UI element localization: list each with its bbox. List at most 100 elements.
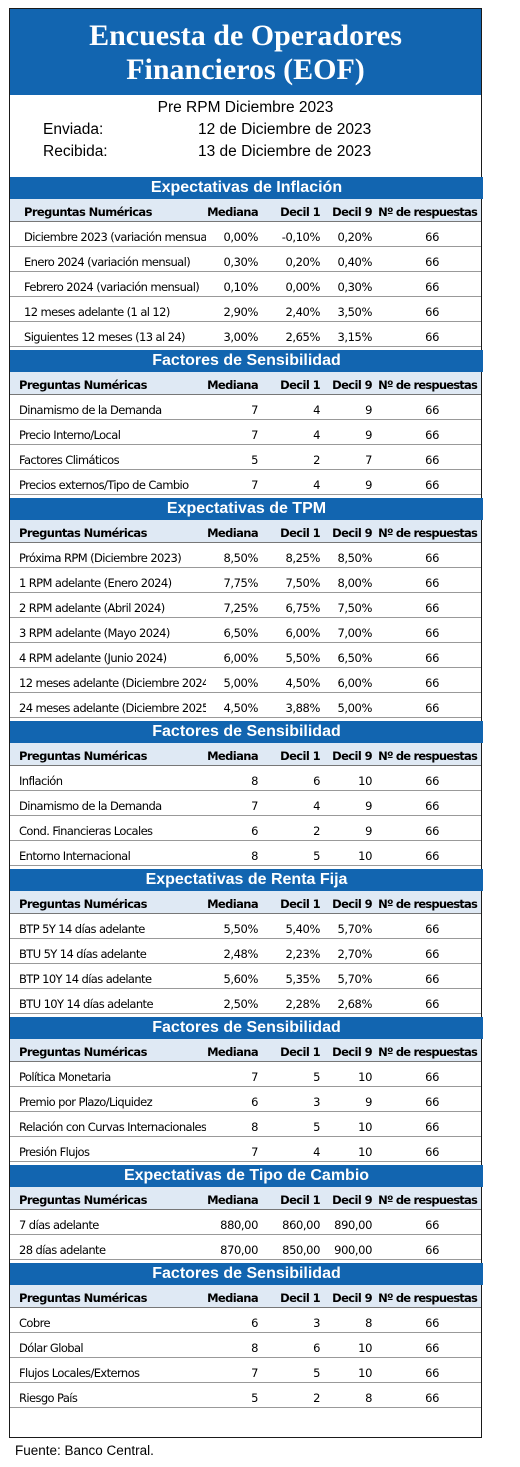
cell-decile-9: 8,50% [322,543,374,568]
cell-median: 5,00% [206,668,260,693]
section-table: Preguntas Numéricas Mediana Decil 1 Decil 9… [10,891,481,1014]
cell-median: 870,00 [206,1235,260,1260]
section: Expectativas de Inflación Preguntas Numér… [10,177,483,350]
cell-median: 880,00 [206,1210,260,1235]
column-header-question: Preguntas Numéricas [10,1039,206,1062]
cell-responses: 66 [374,643,481,668]
cell-responses: 66 [374,470,481,495]
section-heading: Factores de Sensibilidad [10,721,483,743]
column-header-responses: Nº de respuestas [374,1039,481,1062]
column-header-median: Mediana [206,199,260,222]
cell-median: 2,48% [206,939,260,964]
column-header-decile-1: Decil 1 [260,520,322,543]
section-heading: Factores de Sensibilidad [10,1017,483,1039]
survey-meta: Pre RPM Diciembre 2023 Enviada: 12 de Di… [10,95,481,177]
cell-responses: 66 [374,618,481,643]
cell-median: 2,50% [206,989,260,1014]
cell-decile-1: 2 [260,1383,322,1408]
section: Factores de Sensibilidad Preguntas Numéri… [10,1017,483,1165]
cell-decile-1: 6 [260,1333,322,1358]
cell-responses: 66 [374,568,481,593]
cell-responses: 66 [374,297,481,322]
cell-median: 6 [206,816,260,841]
received-value: 13 de Diciembre de 2023 [198,143,372,160]
cell-question: Presión Flujos [10,1137,206,1162]
cell-question: Cobre [10,1308,206,1333]
cell-responses: 66 [374,420,481,445]
cell-decile-1: 4 [260,791,322,816]
column-header-decile-9: Decil 9 [322,1187,374,1210]
section-heading: Expectativas de Tipo de Cambio [10,1165,483,1187]
survey-title: Encuesta de Operadores Financieros (EOF) [10,9,481,95]
cell-decile-1: 4 [260,395,322,420]
column-header-question: Preguntas Numéricas [10,743,206,766]
received-date-row: Recibida: 13 de Diciembre de 2023 [10,141,481,163]
cell-decile-1: 5 [260,1358,322,1383]
section-table: Preguntas Numéricas Mediana Decil 1 Decil 9… [10,199,481,347]
cell-median: 8 [206,1112,260,1137]
cell-responses: 66 [374,766,481,791]
cell-question: Precios externos/Tipo de Cambio [10,470,206,495]
section-table: Preguntas Numéricas Mediana Decil 1 Decil 9… [10,743,481,866]
cell-median: 6 [206,1308,260,1333]
cell-median: 6 [206,1087,260,1112]
column-header-median: Mediana [206,891,260,914]
cell-decile-9: 8,00% [322,568,374,593]
cell-decile-1: 860,00 [260,1210,322,1235]
cell-decile-1: -0,10% [260,222,322,247]
cell-decile-1: 2,65% [260,322,322,347]
cell-median: 7 [206,1062,260,1087]
cell-decile-1: 5 [260,1112,322,1137]
cell-decile-9: 7,00% [322,618,374,643]
cell-question: Entorno Internacional [10,841,206,866]
section: Expectativas de Renta Fija Preguntas Numé… [10,869,483,1017]
cell-responses: 66 [374,1087,481,1112]
column-header-decile-9: Decil 9 [322,1039,374,1062]
column-header-decile-9: Decil 9 [322,743,374,766]
cell-responses: 66 [374,1137,481,1162]
cell-question: Dinamismo de la Demanda [10,395,206,420]
cell-question: Dólar Global [10,1333,206,1358]
cell-decile-1: 5,35% [260,964,322,989]
cell-decile-9: 7 [322,445,374,470]
cell-decile-9: 6,00% [322,668,374,693]
column-header-question: Preguntas Numéricas [10,372,206,395]
cell-decile-9: 900,00 [322,1235,374,1260]
cell-question: Premio por Plazo/Liquidez [10,1087,206,1112]
cell-decile-9: 5,70% [322,964,374,989]
column-header-decile-1: Decil 1 [260,1039,322,1062]
cell-decile-9: 2,70% [322,939,374,964]
cell-responses: 66 [374,693,481,718]
section-heading: Expectativas de Inflación [10,177,483,199]
column-header-responses: Nº de respuestas [374,1187,481,1210]
section-heading: Factores de Sensibilidad [10,1263,483,1285]
cell-question: 2 RPM adelante (Abril 2024) [10,593,206,618]
cell-decile-1: 6,75% [260,593,322,618]
cell-decile-1: 5,40% [260,914,322,939]
cell-question: 7 días adelante [10,1210,206,1235]
cell-question: 12 meses adelante (1 al 12) [10,297,206,322]
cell-question: BTU 10Y 14 días adelante [10,989,206,1014]
cell-question: 3 RPM adelante (Mayo 2024) [10,618,206,643]
column-header-decile-1: Decil 1 [260,743,322,766]
cell-decile-1: 3,88% [260,693,322,718]
cell-decile-9: 0,40% [322,247,374,272]
column-header-median: Mediana [206,743,260,766]
cell-responses: 66 [374,989,481,1014]
column-header-responses: Nº de respuestas [374,1285,481,1308]
column-header-decile-1: Decil 1 [260,1187,322,1210]
cell-decile-1: 4 [260,470,322,495]
cell-responses: 66 [374,1358,481,1383]
cell-decile-9: 5,70% [322,914,374,939]
cell-decile-1: 0,00% [260,272,322,297]
survey-subtitle: Pre RPM Diciembre 2023 [157,99,334,116]
cell-decile-9: 10 [322,841,374,866]
cell-decile-1: 3 [260,1308,322,1333]
cell-responses: 66 [374,668,481,693]
cell-decile-9: 10 [322,766,374,791]
cell-decile-1: 2 [260,816,322,841]
section-table: Preguntas Numéricas Mediana Decil 1 Decil 9… [10,1039,481,1162]
cell-decile-9: 9 [322,816,374,841]
cell-decile-9: 10 [322,1062,374,1087]
section: Factores de Sensibilidad Preguntas Numéri… [10,350,483,498]
